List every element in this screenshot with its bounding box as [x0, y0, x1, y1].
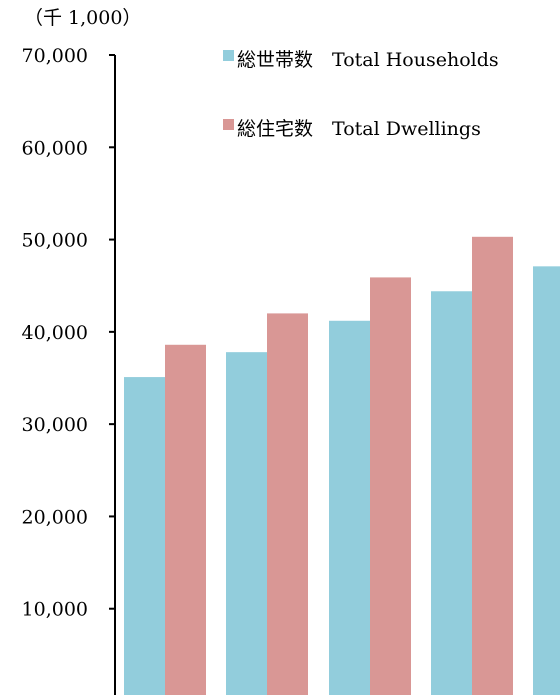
legend: 総世帯数 Total Households 総住宅数 Total Dwelling…	[223, 49, 499, 140]
y-tick-label: 20,000	[22, 506, 88, 528]
legend-swatch	[223, 50, 234, 61]
dwellings-bar	[267, 313, 308, 695]
households-bar	[124, 377, 165, 695]
households-bar	[431, 291, 472, 695]
bars	[124, 236, 560, 695]
y-axis-ticks: 10,000 20,000 30,000 40,000 50,000 60,000 70,0…	[22, 45, 115, 621]
households-bar	[533, 266, 560, 695]
y-tick-label: 40,000	[22, 322, 88, 344]
y-tick-label: 10,000	[22, 599, 88, 621]
dwellings-bar	[370, 277, 411, 695]
households-bar	[226, 352, 267, 695]
legend-label: 総住宅数 Total Dwellings	[237, 118, 481, 140]
y-tick-label: 50,000	[22, 230, 88, 252]
legend-swatch	[223, 119, 234, 130]
y-axis-unit-label: （千 1,000）	[24, 7, 141, 29]
legend-label: 総世帯数 Total Households	[237, 49, 499, 71]
dwellings-bar	[472, 236, 513, 695]
dwellings-bar	[165, 344, 206, 695]
y-tick-label: 70,000	[22, 45, 88, 67]
households-bar	[329, 320, 370, 695]
y-tick-label: 30,000	[22, 414, 88, 436]
y-tick-label: 60,000	[22, 137, 88, 159]
